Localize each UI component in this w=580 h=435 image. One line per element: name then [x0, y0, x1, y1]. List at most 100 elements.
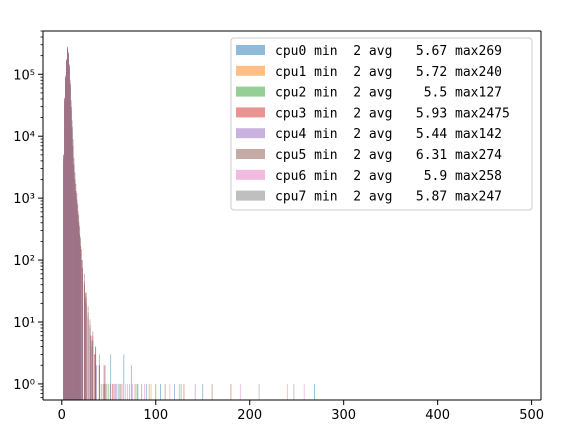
x-tick-label: 500: [519, 408, 544, 423]
histogram-bar: [293, 383, 295, 400]
histogram-bar: [75, 193, 77, 400]
histogram-bar: [100, 383, 102, 400]
histogram-bar: [77, 213, 79, 400]
histogram-bar: [131, 383, 133, 400]
histogram-bar: [113, 383, 115, 400]
histogram-bar: [65, 78, 66, 400]
histogram-bar: [83, 273, 85, 400]
histogram-bar: [121, 383, 123, 400]
x-tick-label: 0: [58, 408, 66, 423]
histogram-bar: [104, 365, 106, 400]
histogram-bar: [202, 383, 204, 400]
histogram-bar: [110, 383, 112, 400]
histogram-bar: [150, 383, 152, 400]
axes-frame: [42, 30, 542, 401]
legend-swatch: [236, 45, 265, 55]
histogram-bar: [98, 365, 100, 400]
histogram-bar: [105, 383, 107, 400]
histogram-bar: [194, 383, 196, 400]
legend-label: cpu2 min 2 avg 5.5 max127: [275, 86, 502, 101]
histogram-bar: [78, 223, 80, 400]
y-tick-label: 10⁴: [13, 130, 35, 145]
histogram-bar: [211, 383, 213, 400]
histogram-bar: [145, 383, 147, 400]
y-axis: 10⁰ 10¹ 10² 10³ 10⁴ 10⁵: [13, 30, 43, 399]
legend-label: cpu6 min 2 avg 5.9 max258: [275, 169, 502, 184]
histogram-bar: [108, 383, 110, 400]
y-tick-label: 10⁰: [13, 378, 35, 393]
histogram-bar: [178, 383, 180, 400]
histogram-bar: [136, 383, 138, 400]
histogram-bar: [89, 319, 91, 400]
histogram-bar: [94, 354, 96, 400]
histogram-bar: [137, 383, 139, 400]
histogram-bar: [92, 331, 94, 400]
bars-layer: [63, 46, 315, 401]
histogram-bar: [81, 249, 82, 400]
histogram-bar: [148, 383, 150, 400]
histogram-bar: [164, 383, 166, 400]
histogram-bar: [169, 383, 171, 400]
histogram-bar: [96, 365, 97, 400]
histogram-bar: [103, 365, 105, 400]
x-tick-label: 100: [143, 408, 168, 423]
histogram-bar: [76, 201, 78, 400]
histogram-bar: [130, 365, 132, 400]
histogram-bar: [82, 272, 83, 400]
legend-swatch: [236, 128, 265, 139]
histogram-bar: [119, 383, 121, 400]
histogram-bar: [84, 294, 86, 400]
histogram-bar: [239, 383, 241, 400]
histogram-bar: [114, 383, 116, 400]
series-7: [63, 48, 295, 401]
histogram-bar: [155, 383, 157, 400]
histogram-bar: [230, 383, 232, 400]
histogram-bar: [183, 383, 185, 400]
histogram-bar: [85, 292, 87, 400]
legend-swatch: [236, 86, 265, 97]
y-tick-label: 10³: [13, 192, 35, 207]
x-tick-label: 200: [237, 408, 262, 423]
legend-label: cpu5 min 2 avg 6.31 max274: [275, 148, 502, 163]
histogram-bar: [73, 166, 75, 400]
histogram-bar: [95, 346, 97, 400]
histogram-bar: [67, 48, 68, 400]
legend-swatch: [236, 65, 265, 76]
histogram-bar: [127, 383, 128, 400]
histogram-bar: [110, 354, 112, 400]
histogram-bar: [91, 346, 93, 400]
histogram-bar: [134, 383, 136, 400]
histogram-bar: [68, 67, 70, 401]
histogram-bar: [113, 383, 114, 400]
legend-swatch: [236, 107, 265, 118]
histogram-bar: [180, 383, 182, 400]
histogram-bar: [64, 101, 66, 400]
legend-label: cpu7 min 2 avg 5.87 max247: [275, 190, 502, 205]
legend-label: cpu3 min 2 avg 5.93 max2475: [275, 106, 510, 121]
legend-swatch: [236, 190, 265, 201]
histogram-bar: [174, 383, 175, 400]
y-tick-label: 10¹: [13, 316, 35, 331]
legend-label: cpu0 min 2 avg 5.67 max269: [275, 44, 502, 59]
histogram-bar: [144, 383, 145, 400]
histogram-bar: [87, 319, 89, 400]
histogram-bar: [258, 383, 260, 400]
histogram-bar: [79, 237, 81, 400]
histogram-bar: [314, 383, 315, 400]
legend-box: [230, 37, 533, 211]
histogram-bar: [72, 147, 74, 400]
histogram-bar: [160, 383, 161, 400]
histogram-bar: [70, 109, 72, 400]
histogram-bar: [71, 129, 73, 400]
histogram-bar: [74, 180, 76, 400]
histogram-bar: [66, 60, 67, 401]
legend-swatch: [236, 169, 265, 180]
histogram-bar: [80, 249, 82, 400]
histogram-bar: [69, 86, 71, 400]
legend: cpu0 min 2 avg 5.67 max269 cpu1 min 2 avg…: [230, 37, 533, 211]
histogram-bar: [286, 383, 288, 400]
histogram-bar: [90, 335, 92, 400]
histogram-bar: [67, 54, 69, 401]
x-axis: 0 100 200 300 400 500: [58, 400, 544, 423]
histogram-bar: [112, 383, 113, 400]
